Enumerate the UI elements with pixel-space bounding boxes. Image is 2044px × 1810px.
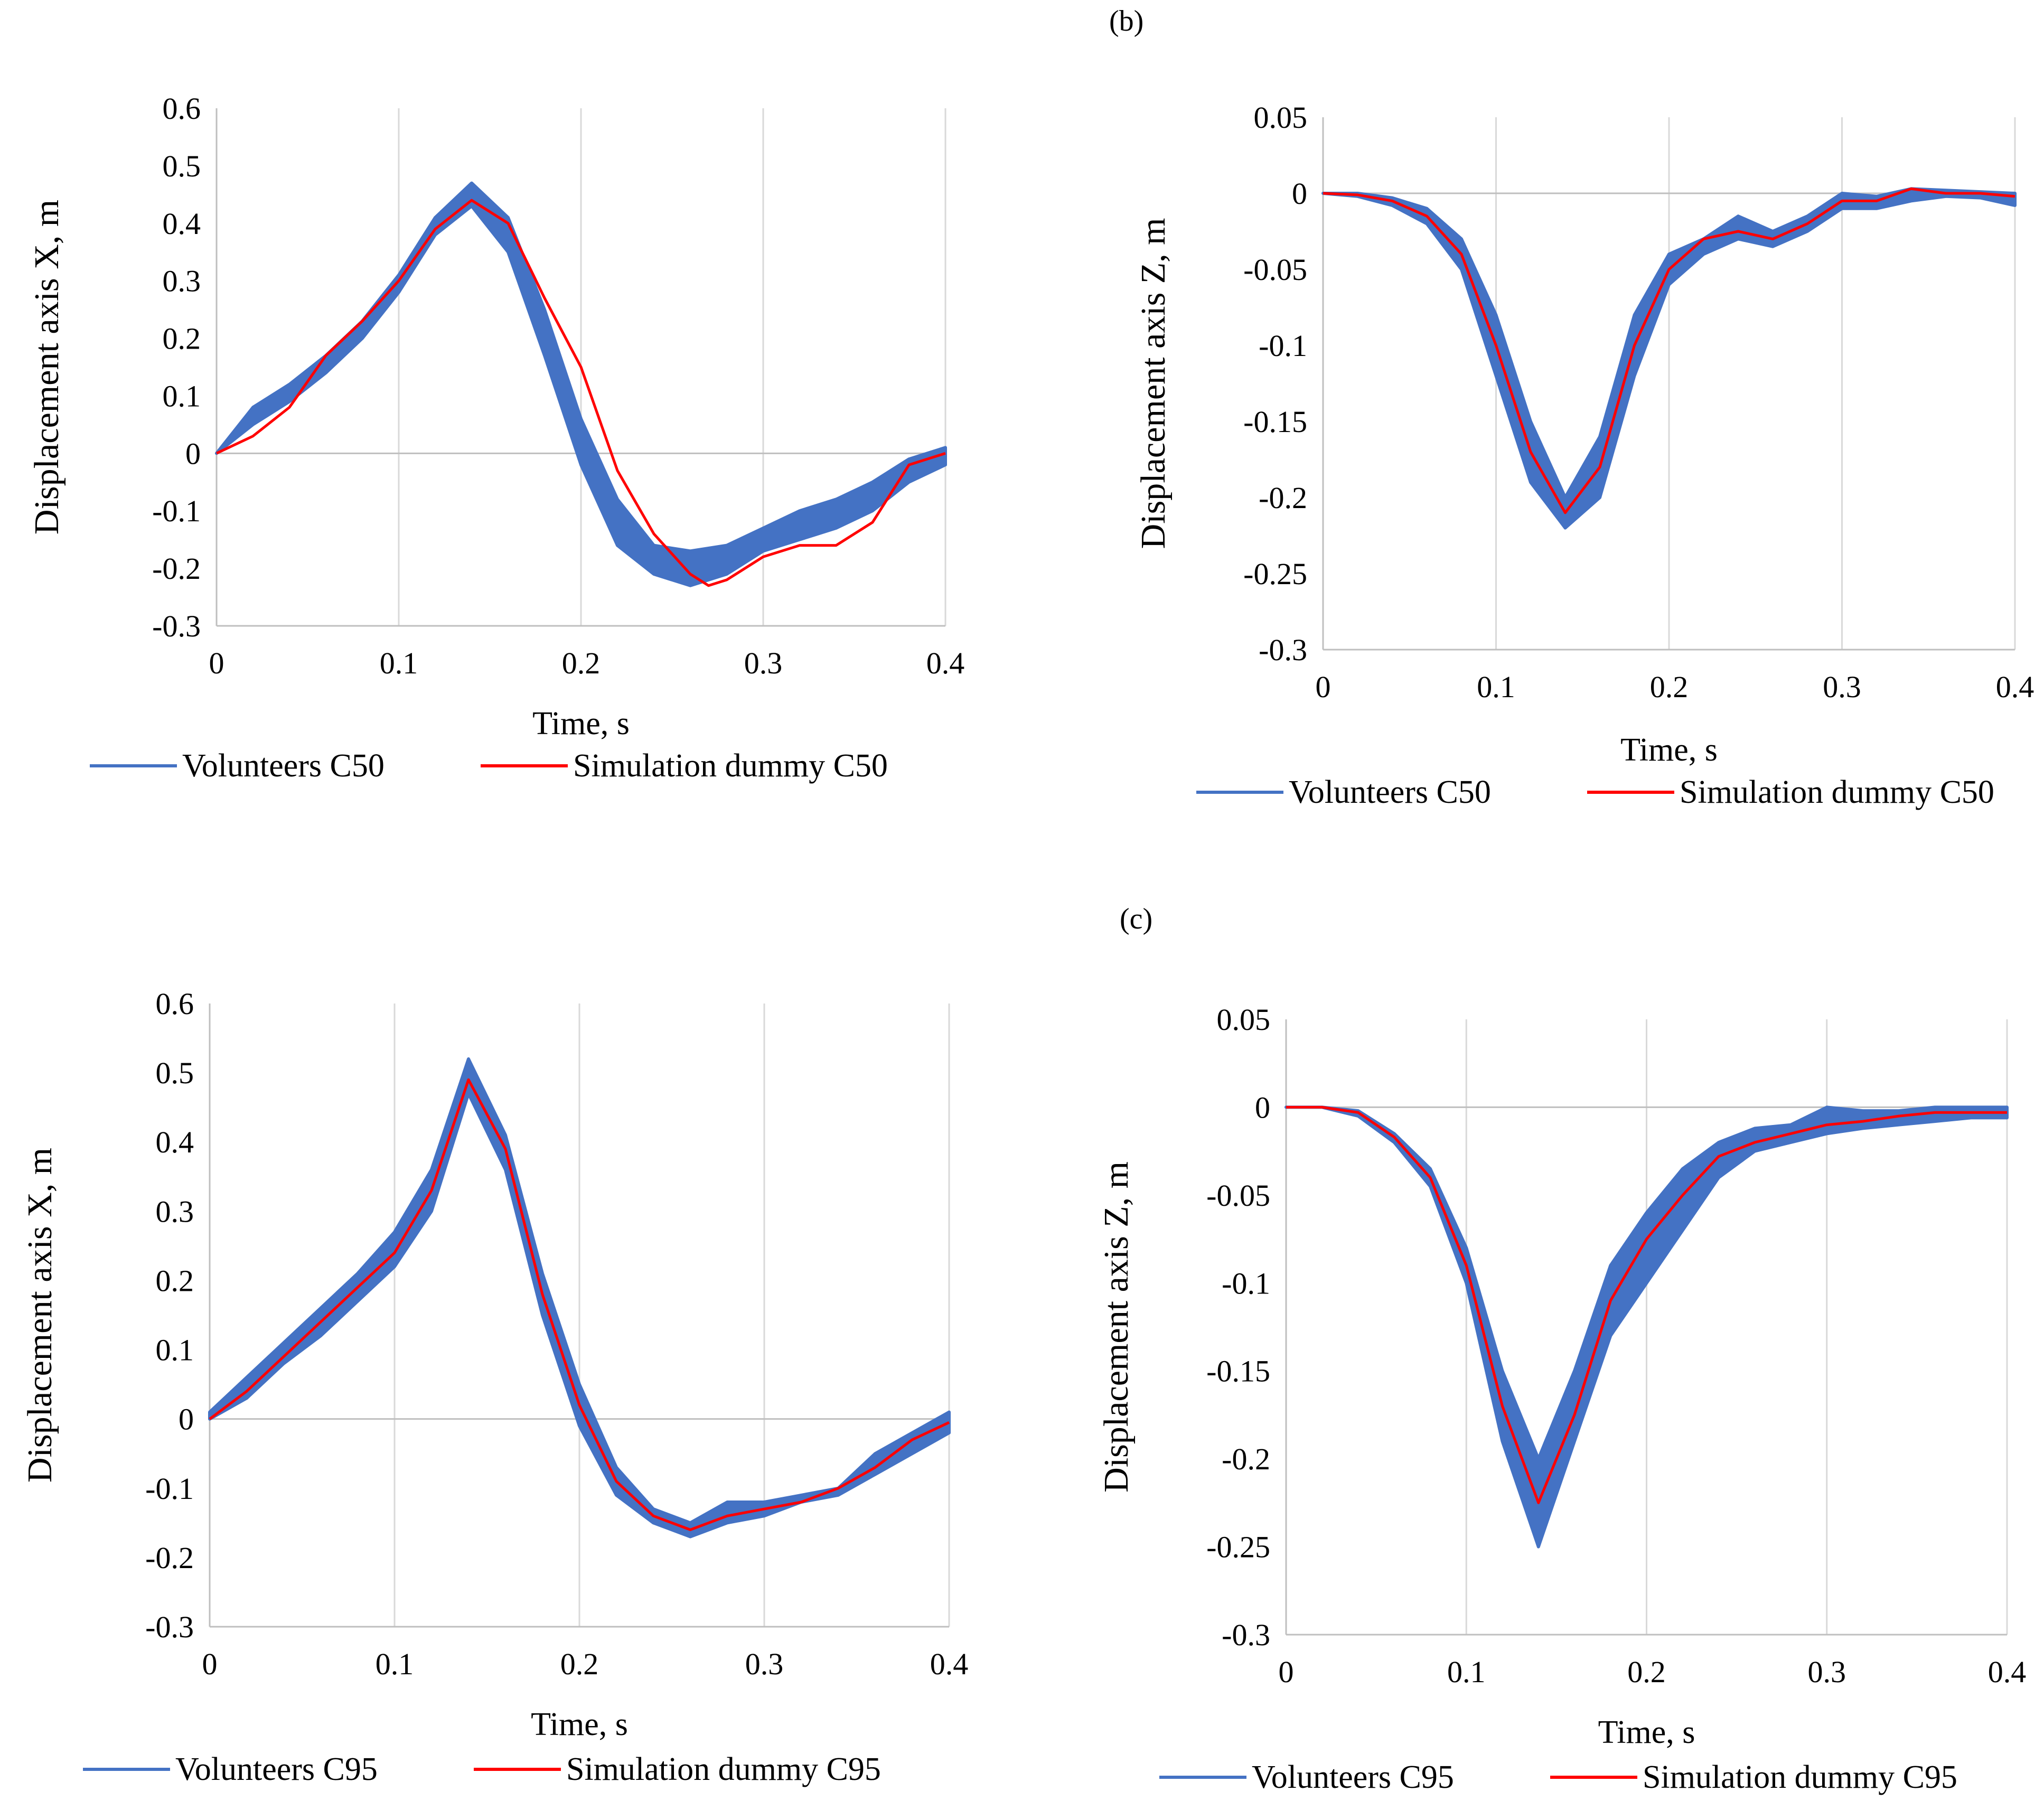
y-tick-label: 0.05 — [1217, 1002, 1271, 1037]
x-tick-label: 0.2 — [560, 1647, 599, 1681]
panel-label-b: (b) — [1109, 5, 1144, 37]
legend-simulation-label: Simulation dummy C50 — [573, 748, 888, 784]
y-tick-label: 0 — [1292, 176, 1307, 211]
x-tick-label: 0.4 — [1988, 1655, 2027, 1689]
legend-volunteers-label: Volunteers C95 — [175, 1751, 378, 1787]
legend: Volunteers C95 Simulation dummy C95 — [1159, 1759, 1957, 1795]
chart-top-left: -0.3 -0.2 -0.1 0 0.1 0.2 0.3 0.4 0.5 0.6 0 0.1 0.2 0.… — [27, 91, 964, 784]
series-simulation-line — [1323, 187, 2015, 514]
x-tick-label: 0.3 — [1808, 1655, 1846, 1689]
x-axis-title: Time, s — [1620, 732, 1718, 768]
y-tick-label: -0.15 — [1206, 1354, 1270, 1389]
y-tick-label: -0.2 — [1222, 1442, 1270, 1476]
x-axis-title: Time, s — [1598, 1714, 1695, 1750]
x-tick-label: 0.2 — [562, 646, 601, 680]
y-tick-label: -0.2 — [152, 551, 201, 586]
y-tick-label: -0.2 — [1259, 481, 1307, 515]
x-tick-label: 0 — [202, 1647, 218, 1681]
y-tick-label: -0.15 — [1243, 405, 1307, 439]
panel-label-c: (c) — [1120, 903, 1153, 935]
x-tick-label: 0.4 — [926, 646, 965, 680]
y-tick-label: -0.1 — [152, 494, 201, 528]
x-tick-label: 0.2 — [1650, 670, 1689, 704]
x-tick-label: 0 — [1316, 670, 1331, 704]
y-axis-title: Displacement axis X, m — [27, 200, 66, 534]
x-tick-label: 0 — [209, 646, 224, 680]
x-tick-label: 0 — [1279, 1655, 1294, 1689]
y-tick-label: 0.05 — [1254, 100, 1308, 135]
x-tick-label: 0.1 — [376, 1647, 414, 1681]
series-simulation-line — [215, 199, 946, 587]
y-tick-label: -0.3 — [152, 609, 201, 643]
chart-top-right: -0.3 -0.25 -0.2 -0.15 -0.1 -0.05 0 0.05 0 0.1 0.2 0… — [1134, 100, 2034, 810]
y-tick-label: 0.3 — [156, 1194, 194, 1228]
y-tick-label: 0 — [1255, 1090, 1270, 1124]
series-volunteers-band — [208, 1057, 951, 1539]
y-tick-label: -0.3 — [1222, 1618, 1270, 1652]
chart-bottom-left: -0.3 -0.2 -0.1 0 0.1 0.2 0.3 0.4 0.5 0.6 0 0.1 0.2 0.… — [21, 987, 968, 1787]
y-tick-label: 0.4 — [163, 207, 201, 241]
x-tick-label: 0.1 — [1477, 670, 1515, 704]
y-axis-title: Displacement axis X, m — [21, 1148, 59, 1483]
y-tick-label: 0 — [179, 1402, 194, 1437]
x-tick-label: 0.3 — [1823, 670, 1861, 704]
y-tick-label: -0.3 — [145, 1610, 194, 1644]
series-volunteers-band — [215, 181, 947, 587]
x-tick-label: 0.1 — [1447, 1655, 1486, 1689]
x-axis-title: Time, s — [532, 706, 630, 742]
y-tick-label: -0.05 — [1206, 1178, 1270, 1213]
x-tick-label: 0.4 — [930, 1647, 969, 1681]
x-tick-label: 0.4 — [1996, 670, 2034, 704]
x-tick-label: 0.3 — [745, 1647, 784, 1681]
legend-simulation-label: Simulation dummy C95 — [566, 1751, 881, 1787]
legend: Volunteers C50 Simulation dummy C50 — [90, 748, 888, 784]
y-tick-label: -0.05 — [1243, 252, 1307, 287]
x-tick-label: 0.1 — [380, 646, 418, 680]
y-tick-label: 0.4 — [156, 1125, 194, 1159]
y-tick-label: 0.6 — [163, 91, 201, 126]
y-tick-label: -0.1 — [1222, 1266, 1270, 1300]
y-tick-label: 0.6 — [156, 987, 194, 1021]
legend-simulation-label: Simulation dummy C50 — [1680, 774, 1994, 810]
legend: Volunteers C50 Simulation dummy C50 — [1196, 774, 1994, 810]
legend-volunteers-label: Volunteers C50 — [1289, 774, 1491, 810]
x-axis-title: Time, s — [531, 1706, 628, 1742]
y-tick-label: -0.2 — [145, 1541, 194, 1575]
legend-volunteers-label: Volunteers C50 — [182, 748, 385, 784]
x-tick-label: 0.3 — [744, 646, 783, 680]
chart-bottom-right: -0.3 -0.25 -0.2 -0.15 -0.1 -0.05 0 0.05 0 0.1 0.2 0… — [1097, 1002, 2026, 1795]
series-simulation-line — [209, 1078, 950, 1531]
y-tick-label: -0.1 — [1259, 329, 1307, 363]
y-tick-label: 0.5 — [163, 149, 201, 183]
legend: Volunteers C95 Simulation dummy C95 — [83, 1751, 881, 1787]
y-tick-label: 0.1 — [163, 379, 201, 413]
y-tick-label: -0.1 — [145, 1471, 194, 1506]
y-tick-label: 0 — [185, 436, 201, 471]
y-axis-title: Displacement axis Z, m — [1134, 218, 1173, 549]
series-simulation-line — [1286, 1105, 2007, 1504]
y-tick-label: -0.3 — [1259, 633, 1307, 667]
legend-volunteers-label: Volunteers C95 — [1252, 1759, 1454, 1795]
series-volunteers-band — [1321, 187, 2017, 530]
legend-simulation-label: Simulation dummy C95 — [1643, 1759, 1957, 1795]
y-tick-label: 0.3 — [163, 264, 201, 298]
y-tick-label: 0.2 — [163, 322, 201, 356]
y-tick-label: -0.25 — [1243, 557, 1307, 591]
y-tick-label: 0.2 — [156, 1263, 194, 1298]
y-tick-label: 0.5 — [156, 1056, 194, 1090]
y-tick-label: -0.25 — [1206, 1530, 1270, 1564]
y-axis-title: Displacement axis Z, m — [1097, 1161, 1136, 1493]
x-tick-label: 0.2 — [1627, 1655, 1666, 1689]
y-tick-label: 0.1 — [156, 1333, 194, 1367]
